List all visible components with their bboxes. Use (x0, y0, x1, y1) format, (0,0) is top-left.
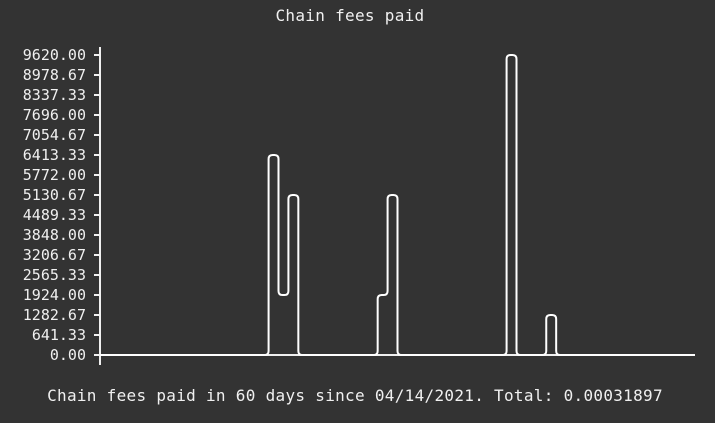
y-tick-label: 641.33 (32, 326, 86, 344)
chart-title: Chain fees paid (275, 6, 425, 25)
y-tick-label: 8337.33 (23, 86, 86, 104)
y-tick-label: 2565.33 (23, 266, 86, 284)
y-tick-label: 9620.00 (23, 46, 86, 64)
series-group (100, 54, 695, 356)
y-tick-label: 0.00 (50, 346, 86, 364)
y-tick-label: 5772.00 (23, 166, 86, 184)
y-axis-ticks: 9620.00 8978.67 8337.33 7696.00 7054.67 6413.… (23, 46, 100, 364)
y-tick-label: 4489.33 (23, 206, 86, 224)
y-tick-label: 3206.67 (23, 246, 86, 264)
y-tick-label: 1282.67 (23, 306, 86, 324)
y-tick-label: 3848.00 (23, 226, 86, 244)
chart-caption: Chain fees paid in 60 days since 04/14/2… (47, 386, 663, 405)
y-tick-label: 5130.67 (23, 186, 86, 204)
y-tick-label: 7054.67 (23, 126, 86, 144)
y-tick-label: 6413.33 (23, 146, 86, 164)
y-tick-label: 1924.00 (23, 286, 86, 304)
y-tick-label: 7696.00 (23, 106, 86, 124)
series-line (100, 54, 695, 356)
y-tick-label: 8978.67 (23, 66, 86, 84)
